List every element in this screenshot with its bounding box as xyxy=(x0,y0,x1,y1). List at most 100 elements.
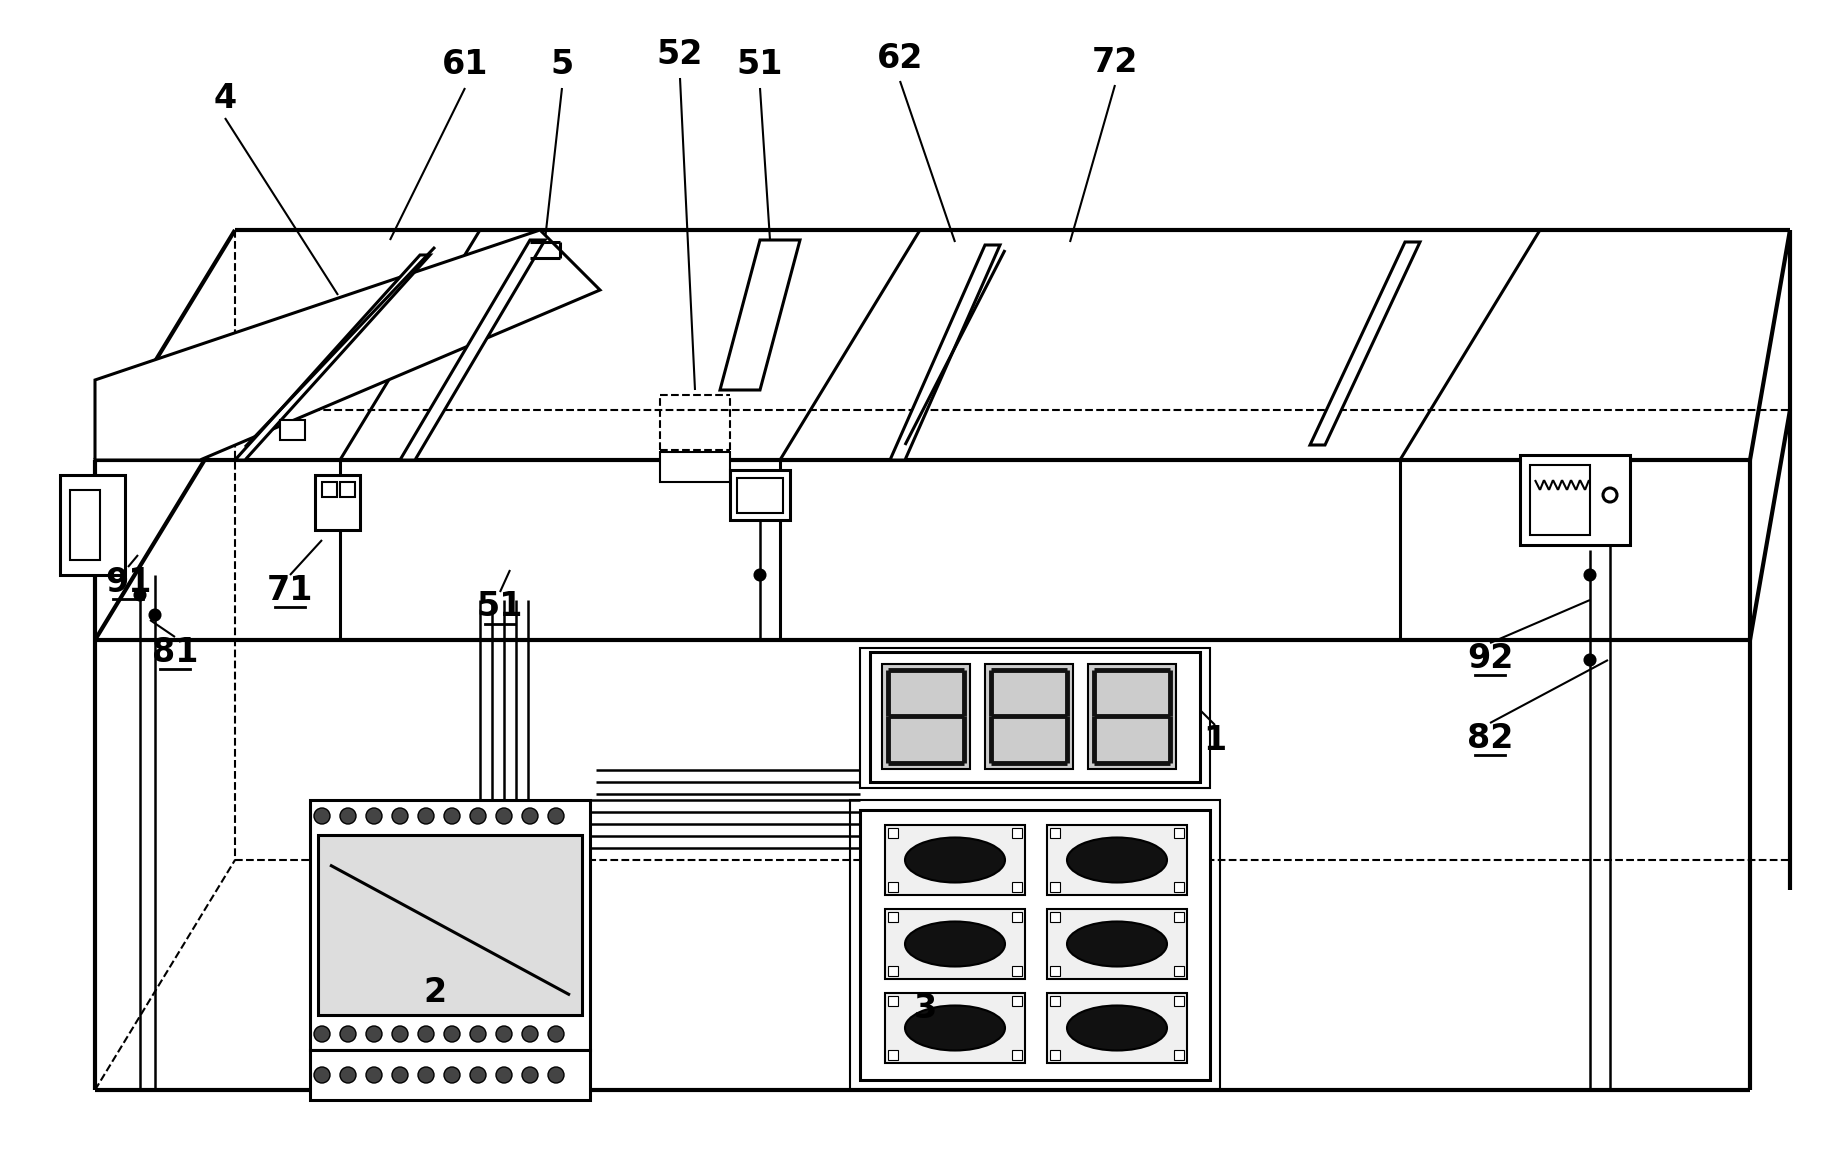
Bar xyxy=(1012,829,1022,838)
Polygon shape xyxy=(234,255,430,460)
Text: 81: 81 xyxy=(151,636,197,668)
Bar xyxy=(310,800,590,1050)
Polygon shape xyxy=(1309,242,1420,445)
Circle shape xyxy=(548,1026,564,1042)
Circle shape xyxy=(444,1067,459,1082)
Polygon shape xyxy=(280,420,304,440)
Bar xyxy=(1088,664,1176,769)
Circle shape xyxy=(313,1026,330,1042)
Bar xyxy=(310,1050,590,1100)
Text: 82: 82 xyxy=(1466,721,1514,755)
Bar xyxy=(1049,1050,1060,1061)
Circle shape xyxy=(496,1067,513,1082)
Bar xyxy=(859,649,1210,788)
Polygon shape xyxy=(96,230,599,460)
Ellipse shape xyxy=(1068,838,1167,883)
Text: 51: 51 xyxy=(738,48,784,82)
Bar xyxy=(1047,909,1188,979)
Text: 5: 5 xyxy=(550,48,573,82)
Bar xyxy=(1175,829,1184,838)
Text: 71: 71 xyxy=(267,574,313,607)
Bar xyxy=(1175,882,1184,892)
Text: 91: 91 xyxy=(105,565,151,599)
Bar xyxy=(1012,1050,1022,1061)
Bar xyxy=(870,652,1200,782)
Bar xyxy=(885,909,1025,979)
Bar xyxy=(61,475,125,575)
Bar xyxy=(660,452,730,482)
Bar xyxy=(339,482,356,497)
Bar xyxy=(1047,992,1188,1063)
Bar xyxy=(1049,912,1060,922)
Circle shape xyxy=(470,1026,487,1042)
Circle shape xyxy=(313,1067,330,1082)
Circle shape xyxy=(135,590,146,600)
Bar xyxy=(70,490,100,560)
Bar xyxy=(889,912,898,922)
Text: 52: 52 xyxy=(656,38,703,72)
Bar xyxy=(1012,912,1022,922)
Circle shape xyxy=(313,808,330,824)
Bar xyxy=(1531,465,1590,535)
Circle shape xyxy=(419,808,433,824)
Bar xyxy=(1049,882,1060,892)
Bar xyxy=(1175,1050,1184,1061)
Bar xyxy=(985,664,1073,769)
Circle shape xyxy=(365,808,382,824)
Text: 72: 72 xyxy=(1092,45,1138,78)
Bar xyxy=(859,810,1210,1080)
Bar xyxy=(1049,996,1060,1006)
Text: 2: 2 xyxy=(424,975,446,1009)
Bar xyxy=(889,996,898,1006)
Circle shape xyxy=(339,1067,356,1082)
Circle shape xyxy=(365,1067,382,1082)
Text: 1: 1 xyxy=(1204,724,1226,757)
Ellipse shape xyxy=(905,922,1005,967)
Bar xyxy=(889,882,898,892)
Bar xyxy=(1175,996,1184,1006)
Circle shape xyxy=(444,1026,459,1042)
Circle shape xyxy=(522,1026,538,1042)
Ellipse shape xyxy=(1068,1005,1167,1050)
Bar xyxy=(1049,829,1060,838)
Bar xyxy=(1047,825,1188,896)
Ellipse shape xyxy=(905,1005,1005,1050)
Bar xyxy=(315,475,360,530)
Bar xyxy=(850,800,1221,1091)
Circle shape xyxy=(496,1026,513,1042)
Circle shape xyxy=(1586,570,1595,580)
Text: 92: 92 xyxy=(1466,642,1514,674)
Text: 3: 3 xyxy=(913,991,937,1025)
Bar xyxy=(889,966,898,976)
Polygon shape xyxy=(891,245,999,460)
Circle shape xyxy=(339,1026,356,1042)
Circle shape xyxy=(444,808,459,824)
Bar xyxy=(1175,966,1184,976)
Bar xyxy=(730,470,789,520)
Circle shape xyxy=(393,1067,408,1082)
Bar xyxy=(881,664,970,769)
Bar xyxy=(889,829,898,838)
Text: 61: 61 xyxy=(443,48,489,82)
Text: 4: 4 xyxy=(214,82,236,114)
Bar xyxy=(1012,966,1022,976)
Circle shape xyxy=(548,808,564,824)
Circle shape xyxy=(365,1026,382,1042)
Bar xyxy=(889,1050,898,1061)
Circle shape xyxy=(470,1067,487,1082)
Bar xyxy=(1012,882,1022,892)
Ellipse shape xyxy=(1068,922,1167,967)
Circle shape xyxy=(470,808,487,824)
Text: 62: 62 xyxy=(876,42,924,75)
Circle shape xyxy=(548,1067,564,1082)
Circle shape xyxy=(149,610,160,620)
Bar xyxy=(323,482,337,497)
Bar xyxy=(1519,455,1630,545)
Circle shape xyxy=(522,1067,538,1082)
Circle shape xyxy=(496,808,513,824)
Bar xyxy=(1012,996,1022,1006)
Circle shape xyxy=(754,570,765,580)
Circle shape xyxy=(419,1067,433,1082)
Polygon shape xyxy=(400,240,546,460)
Circle shape xyxy=(393,1026,408,1042)
